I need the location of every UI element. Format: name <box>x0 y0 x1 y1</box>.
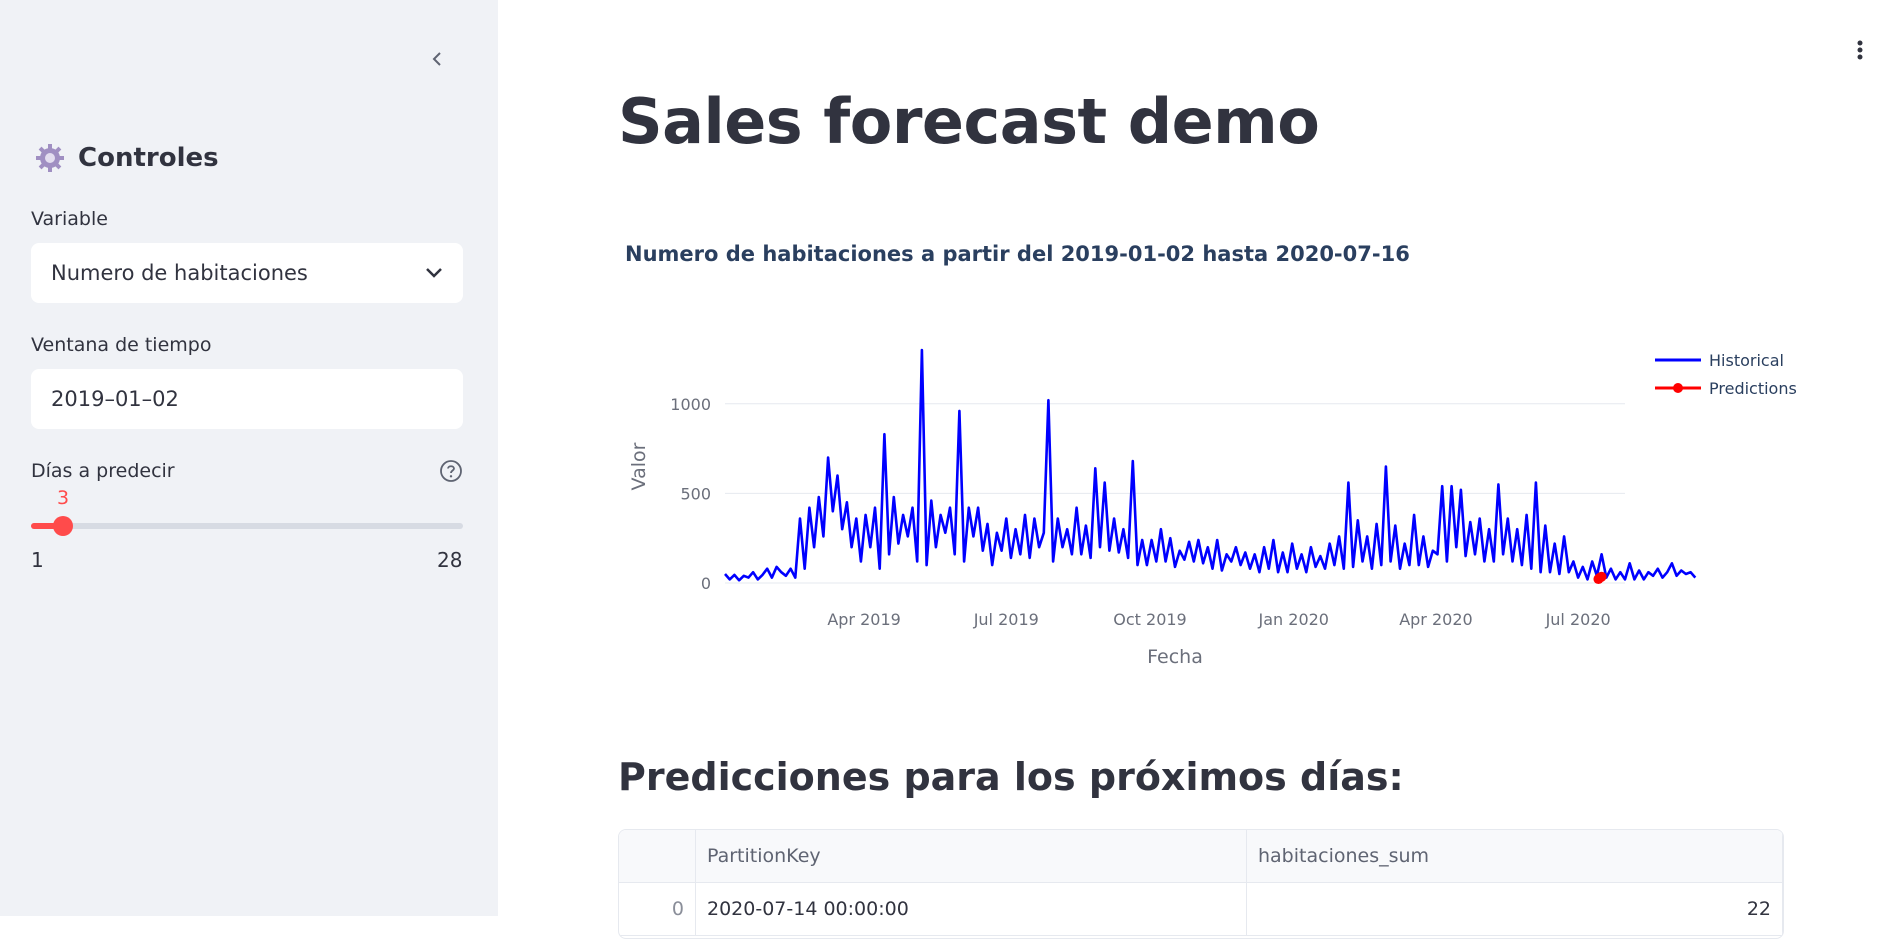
x-tick-label: Jul 2020 <box>1545 610 1611 629</box>
table-header-row: PartitionKey habitaciones_sum <box>619 830 1783 883</box>
y-tick-label: 500 <box>680 484 711 503</box>
page-title: Sales forecast demo <box>618 85 1320 158</box>
chart-title: Numero de habitaciones a partir del 2019… <box>625 242 1410 266</box>
chevron-left-icon <box>432 52 441 66</box>
x-tick-label: Jul 2019 <box>973 610 1039 629</box>
slider-current-value: 3 <box>57 487 70 509</box>
y-axis-title: Valor <box>628 442 650 490</box>
sidebar: Controles Variable Numero de habitacione… <box>0 0 498 916</box>
row-index: 0 <box>619 882 696 936</box>
slider-track[interactable] <box>31 523 463 529</box>
slider-max-label: 28 <box>437 548 463 572</box>
time-window-label: Ventana de tiempo <box>31 334 212 356</box>
gear-icon <box>36 144 64 172</box>
partition-key-cell: 2020-07-14 00:00:00 <box>695 882 1247 936</box>
chevron-down-icon <box>426 268 442 278</box>
help-icon[interactable] <box>439 459 463 483</box>
x-axis-title: Fecha <box>1147 646 1203 668</box>
sidebar-header: Controles <box>34 142 219 174</box>
sidebar-title: Controles <box>78 143 219 173</box>
time-window-input[interactable]: 2019–01–02 <box>31 369 463 429</box>
slider-min-label: 1 <box>31 548 44 572</box>
table-row[interactable]: 0 2020-07-14 00:00:00 22 <box>619 882 1783 936</box>
legend-historical-label: Historical <box>1709 351 1784 370</box>
predictions-section-title: Predicciones para los próximos días: <box>618 755 1404 799</box>
slider-fill <box>31 523 63 529</box>
y-tick-label: 0 <box>701 574 711 593</box>
column-header[interactable]: PartitionKey <box>695 830 1247 883</box>
x-tick-label: Apr 2020 <box>1399 610 1472 629</box>
legend-predictions-label: Predictions <box>1709 379 1797 398</box>
legend-predictions-marker <box>1673 383 1683 393</box>
predictions-table[interactable]: PartitionKey habitaciones_sum 0 2020-07-… <box>618 829 1784 939</box>
forecast-chart[interactable]: 0 500 1000 Apr 2019 Jul 2019 Oct 2019 Jan 2020… <box>600 330 1800 680</box>
days-to-predict-label: Días a predecir <box>31 460 175 482</box>
variable-label: Variable <box>31 208 108 230</box>
collapse-sidebar-button[interactable] <box>420 42 454 76</box>
more-options-icon[interactable] <box>1848 36 1872 64</box>
habitaciones-sum-cell: 22 <box>1246 882 1783 936</box>
index-header <box>619 830 696 883</box>
variable-select[interactable]: Numero de habitaciones <box>31 243 463 303</box>
x-tick-label: Jan 2020 <box>1258 610 1329 629</box>
time-window-value: 2019–01–02 <box>51 387 179 411</box>
x-tick-label: Oct 2019 <box>1113 610 1186 629</box>
variable-select-value: Numero de habitaciones <box>51 261 308 285</box>
x-tick-label: Apr 2019 <box>827 610 900 629</box>
prediction-point <box>1596 571 1607 582</box>
column-header[interactable]: habitaciones_sum <box>1246 830 1783 883</box>
historical-series-line <box>724 348 1697 582</box>
slider-thumb[interactable] <box>53 516 73 536</box>
y-tick-label: 1000 <box>670 395 711 414</box>
